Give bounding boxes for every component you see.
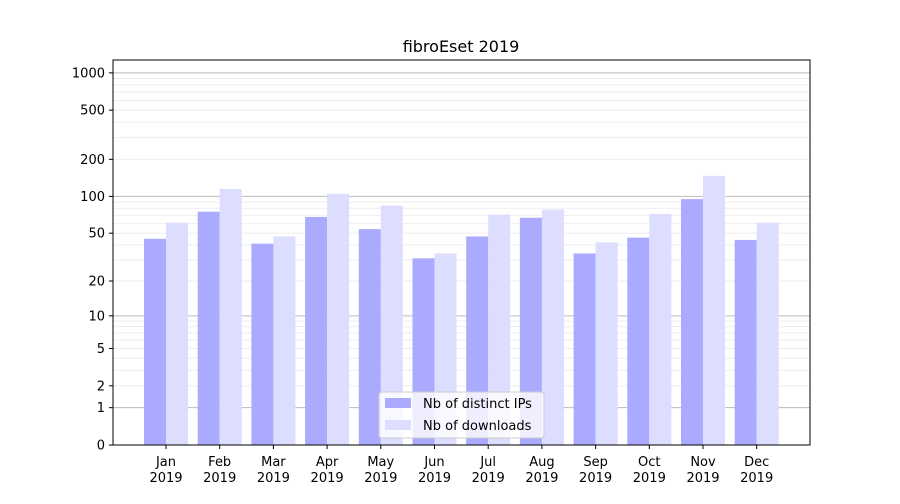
bar-downloads bbox=[488, 214, 511, 445]
x-tick-label: Sep 2019 bbox=[579, 455, 612, 486]
bar-downloads bbox=[649, 213, 672, 445]
x-tick-label: Jan 2019 bbox=[149, 455, 182, 486]
bar-ips bbox=[197, 211, 220, 445]
bar-ips bbox=[305, 216, 328, 445]
x-axis: Jan 2019 Feb 2019 Mar 2019 Apr 2019 May 2019 Jun 20… bbox=[149, 445, 773, 486]
bar-downloads bbox=[219, 188, 242, 445]
bar-downloads bbox=[166, 222, 188, 445]
legend-swatch-ips bbox=[385, 398, 411, 408]
x-tick-label: Jun 2019 bbox=[418, 455, 451, 486]
y-tick-label: 1000 bbox=[72, 66, 105, 81]
bar-downloads bbox=[595, 242, 618, 445]
bar-ips bbox=[627, 237, 650, 445]
legend: Nb of distinct IPs Nb of downloads bbox=[378, 391, 545, 439]
y-tick-label: 5 bbox=[97, 342, 105, 357]
chart-title: fibroEset 2019 bbox=[403, 37, 520, 56]
y-tick-label: 0 bbox=[97, 439, 105, 454]
bar-downloads bbox=[703, 175, 725, 445]
bar-ips bbox=[519, 217, 542, 445]
plot-frame bbox=[112, 59, 811, 446]
x-tick-label: Aug 2019 bbox=[525, 455, 558, 486]
x-tick-label: Dec 2019 bbox=[740, 455, 773, 486]
bar-downloads bbox=[380, 205, 403, 445]
bar-ips bbox=[251, 243, 274, 445]
bar-downloads bbox=[541, 209, 564, 445]
y-tick-label: 10 bbox=[88, 309, 105, 324]
x-tick-label: Apr 2019 bbox=[311, 455, 344, 486]
bars bbox=[144, 175, 779, 445]
legend-label-ips: Nb of distinct IPs bbox=[423, 397, 532, 412]
x-tick-label: Nov 2019 bbox=[686, 455, 719, 486]
x-tick-label: Mar 2019 bbox=[257, 455, 290, 486]
bar-ips bbox=[144, 238, 166, 445]
bar-ips bbox=[573, 253, 596, 445]
y-axis: 0 1 2 5 10 20 50 100 200 500 1000 bbox=[72, 66, 113, 454]
bar-ips bbox=[358, 229, 381, 445]
bar-ips bbox=[734, 239, 757, 445]
x-tick-label: Oct 2019 bbox=[633, 455, 666, 486]
x-tick-label: Jul 2019 bbox=[472, 455, 505, 486]
bar-ips bbox=[681, 199, 703, 445]
y-tick-label: 50 bbox=[88, 227, 105, 242]
legend-label-downloads: Nb of downloads bbox=[423, 419, 532, 434]
bar-downloads bbox=[273, 236, 296, 445]
y-tick-label: 1 bbox=[97, 401, 105, 416]
bar-downloads bbox=[327, 193, 350, 445]
y-tick-label: 2 bbox=[97, 379, 105, 394]
y-tick-label: 100 bbox=[80, 190, 105, 205]
y-tick-label: 200 bbox=[80, 153, 105, 168]
x-tick-label: May 2019 bbox=[364, 455, 397, 486]
x-tick-label: Feb 2019 bbox=[203, 455, 236, 486]
legend-swatch-downloads bbox=[385, 420, 411, 430]
bar-downloads bbox=[756, 222, 779, 445]
y-tick-label: 20 bbox=[88, 275, 105, 290]
y-tick-label: 500 bbox=[80, 104, 105, 119]
